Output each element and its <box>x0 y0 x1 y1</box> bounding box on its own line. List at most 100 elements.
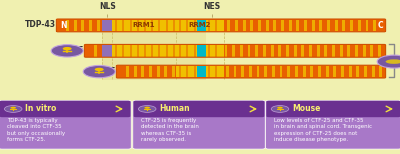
Bar <box>134 66 136 77</box>
Text: TDP-43 is typically
cleaved into CTF-35
but only occasionally
forms CTF-25.: TDP-43 is typically cleaved into CTF-35 … <box>7 118 65 142</box>
Circle shape <box>138 106 156 112</box>
Bar <box>89 20 92 31</box>
Bar <box>104 20 107 31</box>
Bar <box>294 45 296 57</box>
Bar <box>348 45 350 57</box>
Bar <box>220 20 222 31</box>
Bar <box>378 45 381 57</box>
Bar <box>151 20 153 31</box>
Bar <box>227 20 230 31</box>
Bar <box>217 45 220 57</box>
Bar <box>340 45 343 57</box>
FancyBboxPatch shape <box>0 100 131 149</box>
Bar <box>189 20 192 31</box>
Bar <box>333 66 336 77</box>
Bar <box>208 20 210 31</box>
Bar <box>126 66 129 77</box>
FancyBboxPatch shape <box>116 65 386 78</box>
Bar <box>197 20 206 31</box>
Bar <box>335 20 338 31</box>
Bar <box>309 45 312 57</box>
Bar <box>128 20 130 31</box>
Bar <box>204 20 207 31</box>
Bar <box>149 66 152 77</box>
Bar <box>264 66 267 77</box>
Bar <box>186 20 188 31</box>
Bar <box>320 20 322 31</box>
Bar <box>176 66 224 77</box>
Text: Human: Human <box>159 104 190 113</box>
Bar <box>130 45 132 57</box>
Bar <box>209 45 212 57</box>
Bar <box>201 66 203 77</box>
Bar <box>94 45 97 57</box>
Bar <box>102 20 112 31</box>
Bar <box>366 20 368 31</box>
Bar <box>243 20 246 31</box>
Bar <box>355 45 358 57</box>
Bar <box>215 20 217 31</box>
Bar <box>135 20 138 31</box>
Bar <box>130 20 132 31</box>
Bar <box>364 66 367 77</box>
Bar <box>166 20 168 31</box>
Bar <box>363 45 366 57</box>
Ellipse shape <box>386 59 400 64</box>
Bar <box>235 20 238 31</box>
Bar <box>115 20 117 31</box>
Bar <box>137 20 139 31</box>
Bar <box>318 66 321 77</box>
Bar <box>370 45 373 57</box>
Bar <box>194 45 196 57</box>
FancyBboxPatch shape <box>0 101 130 117</box>
Bar <box>266 20 268 31</box>
Bar <box>179 66 181 77</box>
Bar <box>240 45 243 57</box>
Bar <box>263 45 266 57</box>
Bar <box>203 66 206 77</box>
Bar <box>117 45 120 57</box>
Circle shape <box>377 55 400 68</box>
Bar <box>186 66 188 77</box>
Bar <box>141 66 144 77</box>
Text: N: N <box>60 21 66 30</box>
Text: RRM1: RRM1 <box>133 22 155 28</box>
Bar <box>102 45 104 57</box>
Bar <box>66 20 69 31</box>
Bar <box>140 45 143 57</box>
Bar <box>166 20 169 31</box>
Bar <box>178 45 181 57</box>
Bar <box>176 20 224 31</box>
Text: Mouse: Mouse <box>292 104 320 113</box>
Bar <box>234 66 236 77</box>
Text: NLS: NLS <box>99 2 116 11</box>
Bar <box>173 45 175 57</box>
Bar <box>186 45 189 57</box>
Bar <box>158 20 161 31</box>
FancyBboxPatch shape <box>266 100 400 149</box>
Text: TDP-43: TDP-43 <box>25 20 56 29</box>
Bar <box>197 45 206 57</box>
FancyBboxPatch shape <box>134 101 264 117</box>
Circle shape <box>63 47 72 50</box>
Circle shape <box>271 106 289 112</box>
Bar <box>358 20 361 31</box>
Bar <box>150 20 153 31</box>
Bar <box>188 66 190 77</box>
Bar <box>326 66 328 77</box>
Bar <box>171 45 174 57</box>
Bar <box>115 45 117 57</box>
Bar <box>342 20 345 31</box>
Bar <box>156 45 158 57</box>
Bar <box>166 45 168 57</box>
Bar <box>373 20 376 31</box>
Bar <box>158 45 160 57</box>
Text: In vitro: In vitro <box>25 104 56 113</box>
Bar <box>303 66 306 77</box>
Text: CTF-35: CTF-35 <box>54 46 84 55</box>
Circle shape <box>51 45 83 57</box>
Bar <box>112 20 115 31</box>
Bar <box>174 20 176 31</box>
Bar <box>255 45 258 57</box>
Bar <box>125 45 128 57</box>
